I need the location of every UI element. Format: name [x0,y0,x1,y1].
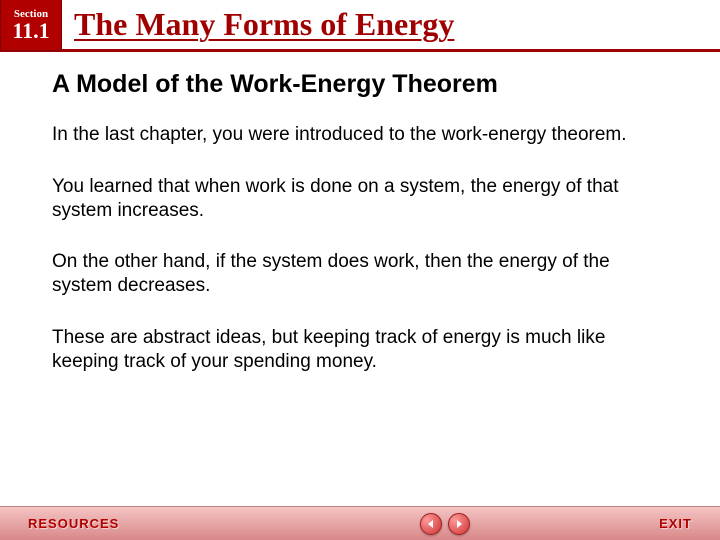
prev-icon [426,519,436,529]
paragraph-3: On the other hand, if the system does wo… [52,250,668,298]
page-title: The Many Forms of Energy [62,6,454,43]
subtitle: A Model of the Work-Energy Theorem [52,70,668,99]
nav-buttons [420,513,470,535]
next-icon [454,519,464,529]
paragraph-2: You learned that when work is done on a … [52,175,668,223]
paragraph-4: These are abstract ideas, but keeping tr… [52,326,668,374]
next-button[interactable] [448,513,470,535]
header-bar: Section 11.1 The Many Forms of Energy [0,0,720,52]
resources-button[interactable]: RESOURCES [28,516,119,531]
exit-button[interactable]: EXIT [659,516,692,531]
content-area: A Model of the Work-Energy Theorem In th… [0,52,720,373]
footer-bar: RESOURCES EXIT [0,506,720,540]
prev-button[interactable] [420,513,442,535]
section-box: Section 11.1 [0,0,62,51]
section-number: 11.1 [12,20,49,42]
paragraph-1: In the last chapter, you were introduced… [52,123,668,147]
